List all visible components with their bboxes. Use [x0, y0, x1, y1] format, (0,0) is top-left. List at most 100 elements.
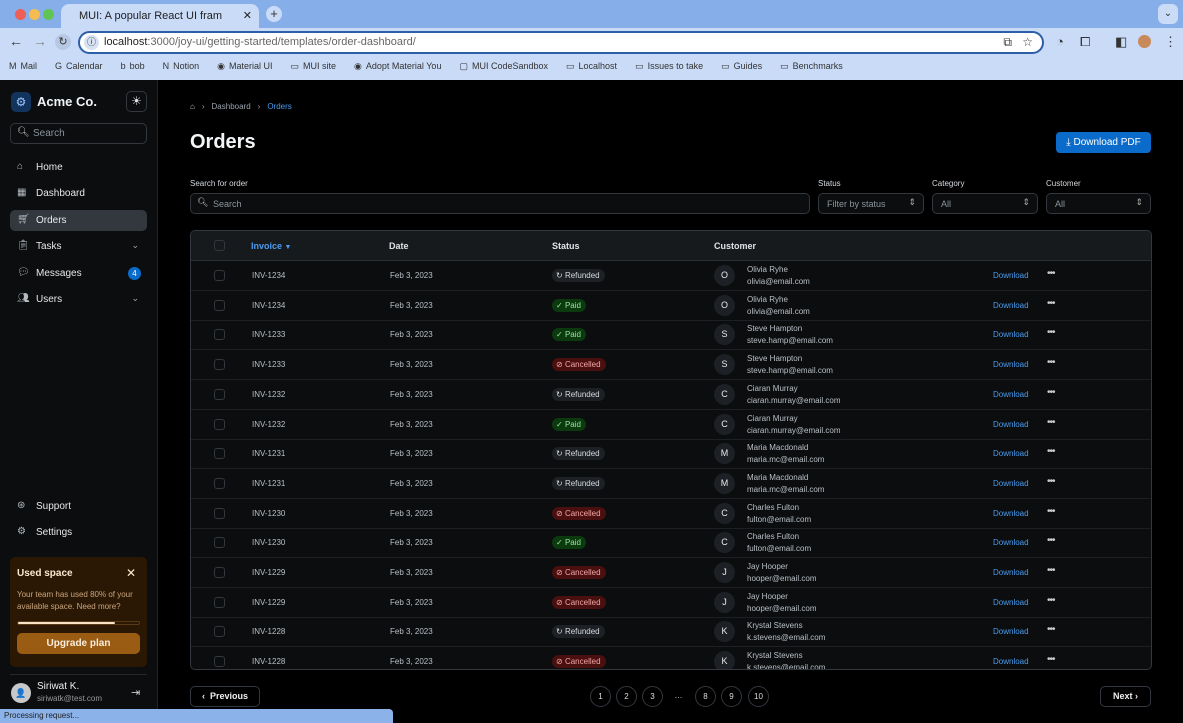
chevron-down-icon[interactable]: ⌄	[131, 293, 139, 303]
download-link[interactable]: Download	[993, 568, 1029, 577]
category-select[interactable]: All ⇕	[932, 193, 1038, 214]
more-options-icon[interactable]: •••	[1047, 624, 1055, 636]
bookmark-item[interactable]: ▭ Issues to take	[635, 61, 703, 78]
download-link[interactable]: Download	[993, 389, 1029, 399]
row-checkbox[interactable]	[214, 567, 225, 578]
more-options-icon[interactable]: •••	[1047, 475, 1055, 487]
home-icon[interactable]: ⌂	[190, 102, 195, 111]
bookmark-item[interactable]: ▭ MUI site	[291, 61, 337, 78]
more-options-icon[interactable]: •••	[1047, 357, 1055, 369]
more-options-icon[interactable]: •••	[1047, 654, 1055, 666]
download-link[interactable]: Download	[993, 419, 1029, 429]
row-checkbox[interactable]	[214, 477, 225, 489]
sidebar-item-support[interactable]: ⊛ Support	[10, 496, 147, 517]
row-checkbox[interactable]	[214, 270, 225, 281]
new-tab-button[interactable]: +	[266, 6, 282, 22]
more-options-icon[interactable]: •••	[1047, 386, 1055, 398]
download-link[interactable]: Download	[993, 597, 1029, 607]
page-button-2[interactable]: 2	[616, 686, 637, 707]
address-bar[interactable]: ⓘ localhost:3000/joy-ui/getting-started/t…	[78, 31, 1044, 54]
page-button-3[interactable]: 3	[642, 686, 663, 707]
close-icon[interactable]: ✕	[125, 566, 136, 580]
more-options-icon[interactable]: •••	[1047, 535, 1055, 547]
row-checkbox[interactable]	[214, 448, 225, 460]
bookmark-star-icon[interactable]: ☆	[1022, 35, 1033, 49]
next-button[interactable]: Next ›	[1100, 686, 1151, 707]
more-options-icon[interactable]: •••	[1047, 268, 1055, 279]
download-link[interactable]: Download	[993, 478, 1029, 488]
row-checkbox[interactable]	[214, 329, 225, 341]
download-link[interactable]: Download	[993, 300, 1029, 310]
page-button-9[interactable]: 9	[721, 686, 742, 707]
more-options-icon[interactable]: •••	[1047, 505, 1055, 517]
select-all-checkbox[interactable]	[214, 240, 225, 251]
customer-select[interactable]: All ⇕	[1046, 193, 1151, 214]
sidebar-item-users[interactable]: 👥︎ Users ⌄	[10, 289, 147, 310]
bookmark-item[interactable]: M Mail	[9, 61, 37, 78]
breadcrumb-dashboard[interactable]: Dashboard	[211, 102, 251, 111]
bookmark-item[interactable]: ▭ Localhost	[566, 61, 617, 78]
bookmark-item[interactable]: b bob	[121, 61, 145, 78]
sidebar-item-tasks[interactable]: 📋︎ Tasks ⌄	[10, 236, 147, 257]
chevron-down-icon[interactable]: ⌄	[131, 240, 139, 251]
back-icon[interactable]: ←	[9, 33, 23, 49]
more-options-icon[interactable]: •••	[1047, 446, 1055, 458]
extension-icon[interactable]: ◔	[1056, 34, 1064, 49]
more-options-icon[interactable]: •••	[1047, 297, 1055, 309]
profile-avatar[interactable]	[1138, 35, 1151, 48]
row-checkbox[interactable]	[214, 656, 225, 668]
row-checkbox[interactable]	[214, 359, 225, 371]
theme-toggle-button[interactable]: ☀	[126, 91, 147, 112]
download-link[interactable]: Download	[993, 271, 1029, 280]
bookmark-item[interactable]: ▢ MUI CodeSandbox	[459, 61, 548, 78]
row-checkbox[interactable]	[214, 418, 225, 430]
bookmark-item[interactable]: ◉ Adopt Material You	[354, 61, 441, 78]
extensions-puzzle-icon[interactable]: ⧠	[1080, 34, 1091, 49]
side-panel-icon[interactable]: ◧	[1115, 34, 1128, 49]
bookmark-item[interactable]: ◉ Material UI	[217, 61, 272, 78]
row-checkbox[interactable]	[214, 299, 225, 311]
more-options-icon[interactable]: •••	[1047, 327, 1055, 339]
invoice-column-header[interactable]: Invoice ▼	[251, 241, 291, 251]
upgrade-plan-button[interactable]: Upgrade plan	[17, 633, 140, 654]
sidebar-search-input[interactable]: 🔍︎ Search	[10, 123, 147, 144]
bookmark-item[interactable]: ▭ Benchmarks	[780, 61, 843, 78]
sidebar-item-messages[interactable]: 💬︎ Messages 4	[10, 263, 147, 284]
forward-icon[interactable]: →	[33, 33, 47, 49]
menu-icon[interactable]: ⋮	[1164, 34, 1177, 49]
page-button-1[interactable]: 1	[590, 686, 611, 707]
logout-icon[interactable]: ⇥	[131, 687, 141, 699]
download-link[interactable]: Download	[993, 360, 1029, 370]
more-options-icon[interactable]: •••	[1047, 416, 1055, 428]
reload-icon[interactable]: ↻	[55, 34, 71, 50]
sidebar-item-orders[interactable]: 🛒︎ Orders	[10, 209, 147, 231]
row-checkbox[interactable]	[214, 596, 225, 608]
bookmark-item[interactable]: G Calendar	[55, 61, 103, 78]
order-search-input[interactable]: 🔍︎ Search	[190, 193, 810, 214]
tab-search-button[interactable]: ⌄	[1158, 4, 1178, 24]
install-app-icon[interactable]: ⧉	[1003, 35, 1012, 49]
sidebar-item-home[interactable]: ⌂ Home	[10, 157, 147, 178]
more-options-icon[interactable]: •••	[1047, 594, 1055, 606]
bookmark-item[interactable]: N Notion	[163, 61, 200, 78]
download-link[interactable]: Download	[993, 508, 1029, 518]
download-link[interactable]: Download	[993, 657, 1029, 667]
site-info-icon[interactable]: ⓘ	[84, 35, 99, 50]
status-select[interactable]: Filter by status ⇕	[818, 193, 924, 214]
browser-tab[interactable]: MUI: A popular React UI fram ✕	[61, 4, 259, 28]
row-checkbox[interactable]	[214, 388, 225, 400]
row-checkbox[interactable]	[214, 626, 225, 638]
sidebar-item-settings[interactable]: ⚙ Settings	[10, 522, 147, 543]
download-link[interactable]: Download	[993, 627, 1029, 637]
page-button-8[interactable]: 8	[695, 686, 716, 707]
download-link[interactable]: Download	[993, 330, 1029, 340]
sidebar-item-dashboard[interactable]: ▦ Dashboard	[10, 183, 147, 204]
close-tab-icon[interactable]: ✕	[242, 10, 252, 22]
page-button-10[interactable]: 10	[748, 686, 769, 707]
bookmark-item[interactable]: ▭ Guides	[721, 61, 762, 78]
download-link[interactable]: Download	[993, 538, 1029, 548]
previous-button[interactable]: ‹ Previous	[190, 686, 260, 707]
row-checkbox[interactable]	[214, 507, 225, 519]
download-link[interactable]: Download	[993, 449, 1029, 459]
download-pdf-button[interactable]: ⤓ Download PDF	[1056, 132, 1151, 153]
